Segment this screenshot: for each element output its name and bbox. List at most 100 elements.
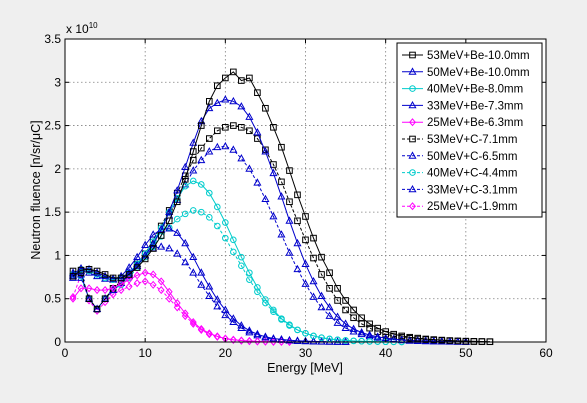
data-point xyxy=(342,337,349,344)
data-point xyxy=(213,98,222,106)
data-point xyxy=(310,234,317,242)
data-point xyxy=(189,252,198,261)
data-point xyxy=(68,270,78,278)
data-point xyxy=(310,332,317,340)
data-point xyxy=(165,287,173,296)
data-point xyxy=(149,239,158,248)
data-point xyxy=(181,238,190,247)
data-point xyxy=(390,330,397,338)
data-point xyxy=(205,282,214,290)
data-point xyxy=(237,154,246,162)
data-point xyxy=(334,285,341,292)
data-point xyxy=(157,242,166,250)
data-point xyxy=(214,82,221,90)
data-point xyxy=(189,207,197,214)
data-point xyxy=(117,285,125,295)
data-point xyxy=(350,314,357,322)
data-point xyxy=(325,311,334,319)
data-point xyxy=(414,334,422,342)
data-point xyxy=(133,271,141,280)
data-point xyxy=(254,284,261,291)
data-point xyxy=(261,337,269,346)
data-point xyxy=(230,248,237,256)
y-tick-label: 3 xyxy=(54,75,61,89)
data-point xyxy=(470,338,478,345)
data-point xyxy=(149,230,158,238)
data-point xyxy=(237,336,245,345)
data-point xyxy=(245,164,254,172)
x-tick-label: 60 xyxy=(539,346,553,360)
data-point xyxy=(437,337,446,345)
data-point xyxy=(309,336,318,345)
data-point xyxy=(230,68,237,76)
data-point xyxy=(301,336,310,345)
data-point xyxy=(366,338,373,345)
data-point xyxy=(341,319,350,327)
y-axis-label: Neutron fluence [n/sr/μC] xyxy=(29,120,43,259)
data-point xyxy=(278,143,285,151)
series-line xyxy=(72,272,290,343)
y-axis-exponent-base: x 10 xyxy=(66,22,89,36)
data-series xyxy=(68,68,494,346)
data-point xyxy=(302,213,309,220)
data-point xyxy=(253,178,262,186)
data-point xyxy=(117,279,125,289)
data-point xyxy=(173,215,181,223)
data-point xyxy=(173,303,181,312)
data-point xyxy=(406,333,414,341)
data-point xyxy=(125,271,133,278)
data-point xyxy=(229,317,238,325)
data-point xyxy=(181,257,190,266)
data-point xyxy=(445,337,454,345)
data-point xyxy=(229,314,238,322)
data-point xyxy=(253,337,261,346)
x-tick-label: 50 xyxy=(459,346,473,360)
data-point xyxy=(246,276,253,283)
data-point xyxy=(149,280,157,289)
legend-entry: 40MeV+Be-8.0mm xyxy=(427,84,523,96)
data-point xyxy=(294,217,301,225)
legend-marker xyxy=(409,85,416,92)
data-point xyxy=(93,285,101,295)
axis-ticks: 0 10 20 30 40 50 60 0 0.5 1 1.5 2 2.5 3 3.5 xyxy=(44,32,553,360)
data-point xyxy=(205,329,213,338)
data-point xyxy=(77,284,85,293)
data-point xyxy=(221,305,230,313)
data-point xyxy=(206,189,213,197)
legend-marker xyxy=(409,118,416,127)
y-tick-label: 0 xyxy=(54,335,61,349)
data-point xyxy=(173,198,181,206)
data-point xyxy=(413,336,422,344)
data-point xyxy=(349,324,358,332)
data-point xyxy=(261,147,270,155)
data-point xyxy=(302,330,309,337)
data-point xyxy=(342,297,349,304)
legend-marker xyxy=(409,202,416,211)
data-point xyxy=(109,274,117,282)
x-tick-label: 20 xyxy=(219,346,233,360)
data-point xyxy=(206,98,213,105)
data-point xyxy=(318,271,325,278)
data-point xyxy=(237,102,246,110)
data-point xyxy=(229,96,238,105)
data-point xyxy=(189,318,197,327)
data-point xyxy=(197,268,206,276)
data-point xyxy=(197,324,205,334)
data-point xyxy=(238,124,245,131)
data-point xyxy=(286,321,293,328)
data-point xyxy=(133,279,141,288)
data-point xyxy=(213,295,222,303)
data-point xyxy=(101,295,109,303)
data-point xyxy=(189,138,198,146)
legend-entry: 53MeV+Be-10.0mm xyxy=(427,50,530,62)
data-point xyxy=(181,210,189,218)
data-point xyxy=(93,267,101,275)
data-point xyxy=(214,203,221,211)
data-point xyxy=(76,263,86,272)
series-line xyxy=(72,209,402,343)
data-point xyxy=(238,77,245,84)
data-point xyxy=(333,312,342,320)
data-point xyxy=(93,305,101,313)
data-point xyxy=(253,329,262,338)
